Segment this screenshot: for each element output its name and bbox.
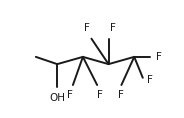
Text: F: F <box>84 23 90 33</box>
Text: OH: OH <box>49 93 65 103</box>
Text: F: F <box>97 91 103 101</box>
Text: F: F <box>67 91 73 101</box>
Text: F: F <box>110 23 116 33</box>
Text: F: F <box>118 91 124 101</box>
Text: F: F <box>156 52 162 62</box>
Text: F: F <box>147 75 153 85</box>
